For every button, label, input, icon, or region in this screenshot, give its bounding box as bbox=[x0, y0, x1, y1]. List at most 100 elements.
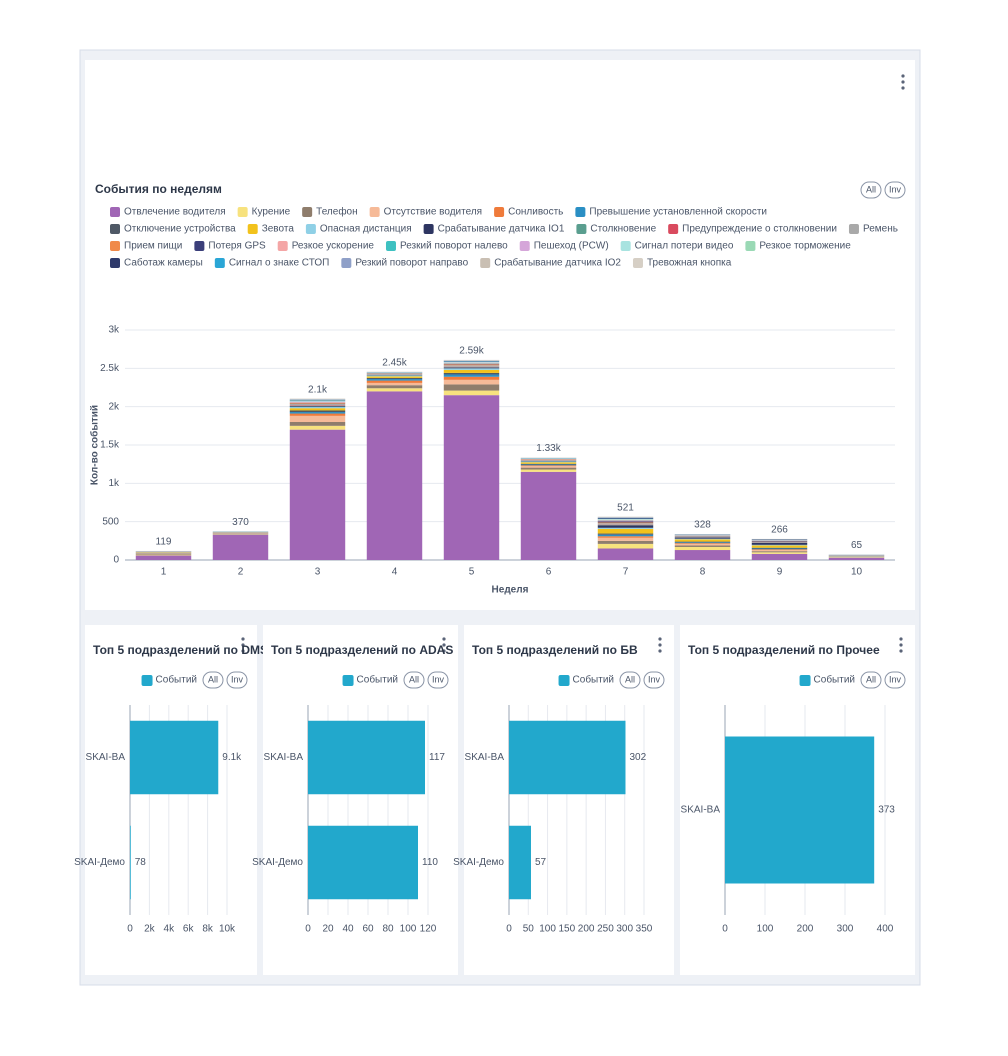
menu-dot bbox=[241, 649, 245, 653]
toggle-button[interactable] bbox=[860, 671, 882, 689]
y-tick-label: SKAI-BA bbox=[86, 752, 126, 763]
bar-segment bbox=[597, 548, 654, 560]
toggle-button[interactable] bbox=[226, 671, 248, 689]
bar-segment bbox=[289, 407, 346, 409]
legend-label: Ремень bbox=[863, 224, 898, 235]
legend-swatch bbox=[575, 207, 586, 217]
bar-segment bbox=[674, 536, 731, 538]
bar-segment bbox=[289, 415, 346, 422]
x-tick-label: 200 bbox=[797, 924, 814, 935]
toggle-button[interactable] bbox=[619, 671, 641, 689]
main-menu[interactable] bbox=[901, 74, 905, 90]
toggle-button-label[interactable]: Inv bbox=[648, 674, 661, 684]
bar-segment bbox=[674, 550, 731, 560]
legend-label: Курение bbox=[252, 207, 291, 218]
bar bbox=[725, 736, 875, 884]
toggle-button-label[interactable]: All bbox=[208, 674, 218, 684]
toggle-button-label[interactable]: All bbox=[866, 674, 876, 684]
bar-segment bbox=[520, 461, 577, 463]
legend-label: Сигнал потери видео bbox=[635, 241, 734, 252]
bar-segment bbox=[443, 368, 500, 370]
legend-label: Потеря GPS bbox=[208, 241, 266, 252]
bar-segment bbox=[751, 545, 808, 548]
toggle-button[interactable] bbox=[860, 181, 882, 199]
legend-label: Отвлечение водителя bbox=[124, 207, 226, 218]
bar-segment bbox=[366, 388, 423, 392]
toggle-button-label[interactable]: Inv bbox=[231, 674, 244, 684]
bar-segment bbox=[597, 533, 654, 535]
toggle-button-label[interactable]: All bbox=[409, 674, 419, 684]
toggle-button[interactable] bbox=[403, 671, 425, 689]
bar-segment bbox=[289, 403, 346, 406]
x-tick-label: 200 bbox=[578, 924, 595, 935]
legend-label: Прием пищи bbox=[124, 241, 182, 252]
legend-swatch bbox=[110, 224, 120, 234]
x-tick-label: 1 bbox=[161, 567, 167, 578]
x-tick-label: 10 bbox=[851, 567, 863, 578]
legend-swatch bbox=[620, 241, 631, 251]
toggle-button-label[interactable]: Inv bbox=[889, 184, 902, 194]
y-tick-label: 2.5k bbox=[100, 363, 120, 374]
legend-label: Событий bbox=[814, 674, 855, 686]
toggle-button[interactable] bbox=[202, 671, 224, 689]
bar-segment bbox=[443, 369, 500, 373]
value-label: 9.1k bbox=[222, 752, 242, 763]
legend-label: Телефон bbox=[316, 206, 357, 218]
legend-swatch bbox=[342, 675, 354, 686]
legend-label: Резкое торможение bbox=[759, 241, 851, 252]
bar-segment bbox=[597, 540, 654, 544]
x-tick-label: 250 bbox=[597, 924, 614, 935]
toggle-button[interactable] bbox=[884, 181, 906, 199]
legend-swatch bbox=[480, 258, 491, 268]
bar-segment bbox=[597, 523, 654, 525]
x-tick-label: 6k bbox=[183, 924, 195, 935]
legend-swatch bbox=[558, 675, 570, 686]
bar-segment bbox=[289, 402, 346, 403]
toggle-button[interactable] bbox=[427, 671, 449, 689]
main-card bbox=[85, 60, 915, 610]
y-tick-label: 0 bbox=[113, 555, 119, 566]
menu-dot bbox=[241, 637, 245, 641]
menu-dot bbox=[899, 649, 903, 653]
legend-swatch bbox=[110, 241, 120, 251]
menu-dot bbox=[658, 643, 662, 647]
bar-segment bbox=[674, 541, 731, 543]
toggle-button-label[interactable]: Inv bbox=[889, 674, 902, 684]
bar-segment bbox=[674, 539, 731, 542]
bar-segment bbox=[289, 410, 346, 413]
bar-segment bbox=[520, 466, 577, 468]
x-tick-label: 60 bbox=[362, 924, 374, 935]
bar-segment bbox=[443, 367, 500, 369]
legend-label: Опасная дистанция bbox=[320, 224, 412, 235]
legend-swatch bbox=[237, 207, 248, 217]
legend-swatch bbox=[194, 241, 205, 251]
bar-segment bbox=[751, 541, 808, 543]
x-tick-label: 4 bbox=[392, 567, 398, 578]
x-tick-label: 120 bbox=[420, 924, 437, 935]
toggle-button-label[interactable]: Inv bbox=[432, 674, 445, 684]
x-tick-label: 100 bbox=[757, 924, 774, 935]
chart-title: События по неделям bbox=[95, 182, 222, 196]
legend-label: Предупреждение о столкновении bbox=[682, 224, 837, 235]
toggle-button[interactable] bbox=[643, 671, 665, 689]
bar-segment bbox=[751, 552, 808, 554]
total-label: 65 bbox=[851, 540, 863, 551]
legend-label: Тревожная кнопка bbox=[647, 258, 732, 269]
bar bbox=[130, 825, 131, 900]
menu-dot bbox=[901, 86, 905, 90]
bar-segment bbox=[597, 525, 654, 528]
toggle-button-label[interactable]: All bbox=[866, 184, 876, 194]
toggle-button-label[interactable]: All bbox=[625, 674, 635, 684]
bar-segment bbox=[520, 471, 577, 560]
bar-segment bbox=[443, 384, 500, 391]
legend-label: Саботаж камеры bbox=[124, 257, 203, 269]
legend-label: Столкновение bbox=[590, 224, 656, 235]
total-label: 2.1k bbox=[308, 384, 328, 395]
toggle-button[interactable] bbox=[884, 671, 906, 689]
bar-segment bbox=[366, 374, 423, 375]
x-tick-label: 0 bbox=[305, 924, 311, 935]
bar-segment bbox=[597, 537, 654, 541]
bar-segment bbox=[751, 551, 808, 553]
y-tick-label: SKAI-Демо bbox=[252, 857, 303, 868]
bar bbox=[130, 720, 219, 795]
